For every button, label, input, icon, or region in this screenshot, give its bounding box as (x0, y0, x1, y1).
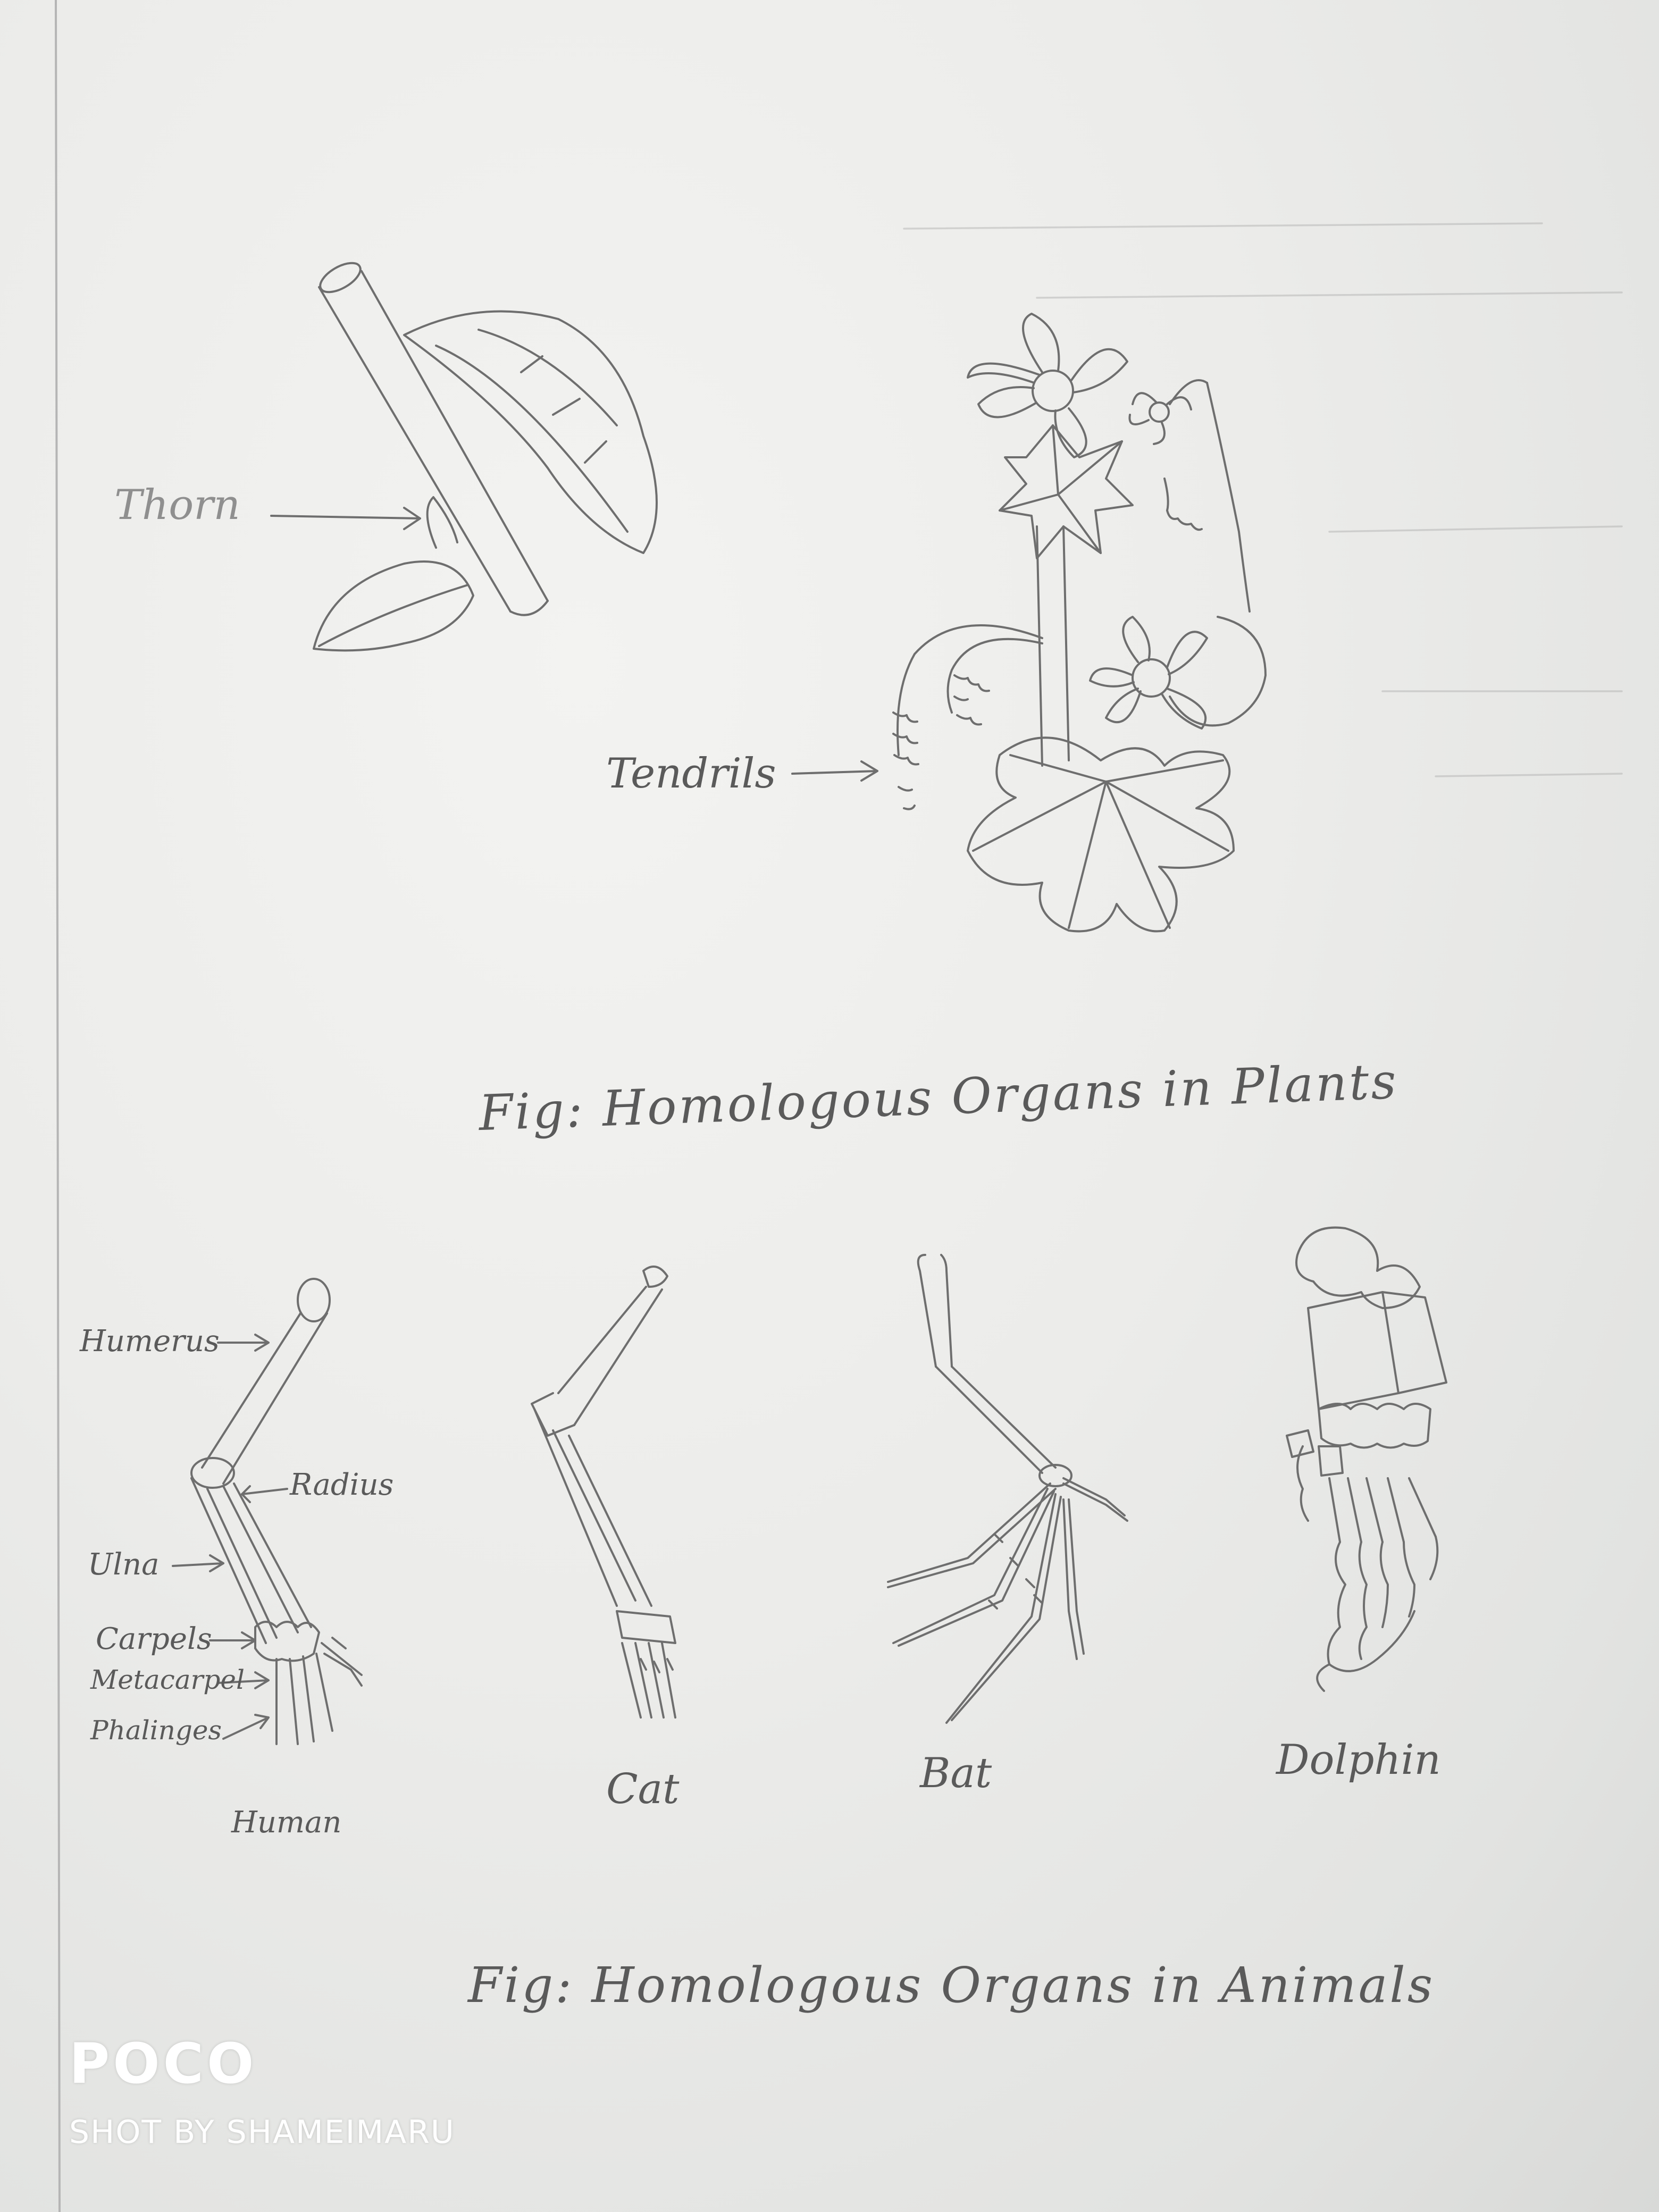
humerus-label: Humerus (80, 1324, 220, 1359)
cat-name: Cat (606, 1765, 680, 1813)
tendrils-label: Tendrils (606, 750, 776, 798)
thorn-label: Thorn (114, 481, 240, 529)
thorn-drawing (270, 262, 658, 652)
human-forelimb-drawing (172, 1278, 363, 1745)
camera-watermark-credit: SHOT BY SHAMEIMARU (69, 2114, 455, 2151)
phalinges-label: Phalinges (90, 1715, 222, 1746)
animals-caption: Fig: Homologous Organs in Animals (468, 1957, 1435, 2014)
human-name: Human (231, 1805, 342, 1840)
page-margin-line (55, 0, 61, 2212)
radius-label: Radius (290, 1468, 394, 1502)
ulna-label: Ulna (88, 1547, 160, 1582)
bat-name: Bat (920, 1749, 992, 1797)
bat-forelimb-drawing (887, 1254, 1128, 1724)
camera-watermark-brand: POCO (69, 2031, 257, 2096)
show-through-lines (903, 222, 1623, 777)
tendril-plant-drawing (791, 313, 1267, 933)
carpels-label: Carpels (96, 1622, 212, 1656)
dolphin-name: Dolphin (1276, 1736, 1441, 1784)
dolphin-flipper-drawing (1286, 1226, 1447, 1692)
cat-forelimb-drawing (531, 1266, 676, 1719)
metacarpel-label: Metacarpel (90, 1664, 245, 1695)
